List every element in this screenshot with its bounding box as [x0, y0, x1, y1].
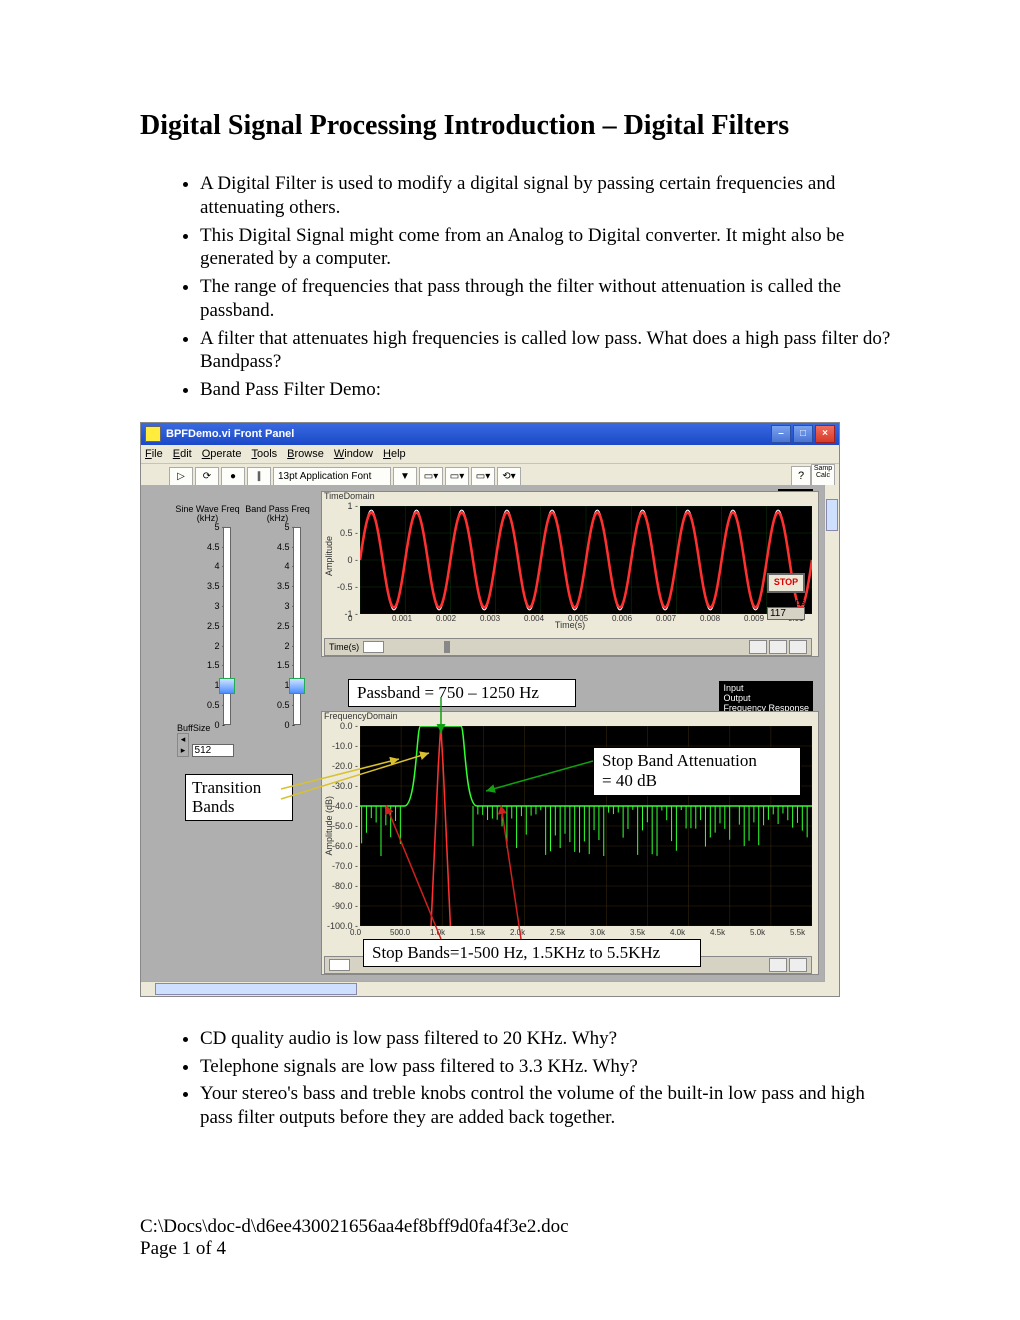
resize-button[interactable]: ▭▾ — [471, 467, 495, 487]
legend-label: Input — [723, 683, 743, 693]
window-title: BPFDemo.vi Front Panel — [166, 428, 771, 440]
horizontal-scrollbar[interactable] — [141, 981, 825, 996]
callout-stopband: Stop Bands=1-500 Hz, 1.5KHz to 5.5KHz — [363, 939, 701, 967]
cursor-icon[interactable] — [749, 640, 767, 654]
align-button[interactable]: ▭▾ — [419, 467, 443, 487]
chart-title: TimeDomain — [324, 491, 375, 501]
axis-field[interactable] — [363, 641, 384, 653]
reorder-button[interactable]: ⟲▾ — [497, 467, 521, 487]
footer-path: C:\Docs\doc-d\d6ee430021656aa4ef8bff9d0f… — [140, 1216, 569, 1238]
buffsize-control: BuffSize ◂▸ — [177, 723, 234, 757]
footer-page: Page 1 of 4 — [140, 1238, 569, 1260]
scale-icon[interactable] — [448, 641, 450, 653]
slider-bandpass-freq[interactable]: Band Pass Freq (kHz) 5 -4.5 -4 -3.5 -3 -… — [245, 505, 310, 725]
pan-icon[interactable] — [789, 958, 807, 972]
menu-edit[interactable]: Edit — [173, 448, 192, 460]
document-page: Digital Signal Processing Introduction –… — [0, 0, 1020, 1320]
help-button[interactable]: ? — [791, 466, 811, 486]
window-titlebar[interactable]: BPFDemo.vi Front Panel – □ × — [141, 423, 839, 445]
list-item: Telephone signals are low pass filtered … — [200, 1055, 900, 1079]
slider-track[interactable]: 5 -4.5 -4 -3.5 -3 -2.5 -2 -1.5 -1 -0.5 -… — [175, 527, 240, 725]
abort-button[interactable]: ● — [221, 467, 245, 487]
menubar: File Edit Operate Tools Browse Window He… — [141, 445, 839, 464]
minimize-button[interactable]: – — [771, 425, 791, 443]
numtaps-input[interactable] — [767, 607, 805, 620]
callout-passband: Passband = 750 – 1250 Hz — [348, 679, 576, 707]
palette-icons[interactable] — [444, 642, 450, 652]
window-buttons: – □ × — [771, 425, 835, 443]
run-button[interactable]: ▷ — [169, 467, 193, 487]
bullets-bottom: CD quality audio is low pass filtered to… — [140, 1027, 900, 1130]
callout-transition: Transition Bands — [185, 774, 293, 821]
numtaps-label: NumTaps — [767, 597, 805, 607]
zoom-icon[interactable] — [769, 640, 787, 654]
numtaps-control: NumTaps — [767, 597, 805, 620]
chart-title: FrequencyDomain — [324, 711, 398, 721]
stop-button[interactable]: STOP — [767, 573, 805, 593]
buffsize-label: BuffSize — [177, 723, 234, 733]
page-title: Digital Signal Processing Introduction –… — [140, 110, 900, 142]
menu-window[interactable]: Window — [334, 448, 373, 460]
ctrl-label: Time(s) — [329, 642, 359, 652]
app-icon — [145, 426, 161, 442]
zoom-icon[interactable] — [769, 958, 787, 972]
list-item: The range of frequencies that pass throu… — [200, 275, 900, 323]
menu-file[interactable]: File — [145, 448, 163, 460]
scrollbar-thumb[interactable] — [826, 499, 838, 531]
pan-icon[interactable] — [789, 640, 807, 654]
freq-legend: Input Output Frequency Response — [719, 681, 813, 715]
list-item: Band Pass Filter Demo: — [200, 378, 900, 402]
list-item: A Digital Filter is used to modify a dig… — [200, 172, 900, 220]
buffsize-input[interactable] — [192, 744, 234, 757]
list-item: Your stereo's bass and treble knobs cont… — [200, 1082, 900, 1130]
maximize-button[interactable]: □ — [793, 425, 813, 443]
client-area: Sine Wave Freq (kHz) 5 -4.5 -4 -3.5 -3 -… — [141, 485, 825, 982]
vertical-scrollbar[interactable] — [824, 485, 839, 982]
distribute-button[interactable]: ▭▾ — [445, 467, 469, 487]
axis-field[interactable] — [329, 959, 350, 971]
slider-track[interactable]: 5 -4.5 -4 -3.5 -3 -2.5 -2 -1.5 -1 -0.5 -… — [245, 527, 310, 725]
legend-label: Output — [723, 693, 750, 703]
y-axis-label: Amplitude — [324, 536, 334, 576]
labview-window: BPFDemo.vi Front Panel – □ × File Edit O… — [140, 422, 840, 997]
pause-button[interactable]: ∥ — [247, 467, 271, 487]
menu-help[interactable]: Help — [383, 448, 406, 460]
slider-sine-freq[interactable]: Sine Wave Freq (kHz) 5 -4.5 -4 -3.5 -3 -… — [175, 505, 240, 725]
scrollbar-thumb[interactable] — [155, 983, 357, 995]
run-cont-button[interactable]: ⟳ — [195, 467, 219, 487]
dropdown-icon[interactable]: ▼ — [393, 467, 417, 487]
close-button[interactable]: × — [815, 425, 835, 443]
time-plot — [360, 506, 812, 614]
menu-operate[interactable]: Operate — [202, 448, 242, 460]
list-item: This Digital Signal might come from an A… — [200, 224, 900, 272]
scroll-corner — [825, 982, 839, 996]
font-selector[interactable]: 13pt Application Font — [273, 467, 391, 487]
menu-browse[interactable]: Browse — [287, 448, 324, 460]
menu-tools[interactable]: Tools — [251, 448, 277, 460]
bullets-top: A Digital Filter is used to modify a dig… — [140, 172, 900, 402]
callout-stopatt: Stop Band Attenuation = 40 dB — [593, 747, 801, 796]
time-control-bar: Time(s) — [324, 638, 812, 656]
time-domain-chart: TimeDomain Amplitude Time(s) Time(s) — [321, 491, 819, 657]
time-svg — [360, 506, 812, 614]
list-item: A filter that attenuates high frequencie… — [200, 327, 900, 375]
footer: C:\Docs\doc-d\d6ee430021656aa4ef8bff9d0f… — [140, 1216, 569, 1260]
list-item: CD quality audio is low pass filtered to… — [200, 1027, 900, 1051]
